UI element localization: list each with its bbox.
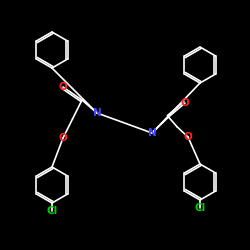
Text: Cl: Cl bbox=[194, 203, 205, 213]
Text: O: O bbox=[180, 98, 190, 108]
Text: O: O bbox=[184, 132, 192, 142]
Text: N: N bbox=[148, 128, 156, 138]
Text: Cl: Cl bbox=[46, 206, 58, 216]
Text: N: N bbox=[92, 108, 102, 118]
Text: O: O bbox=[58, 82, 68, 92]
Text: O: O bbox=[58, 133, 68, 143]
